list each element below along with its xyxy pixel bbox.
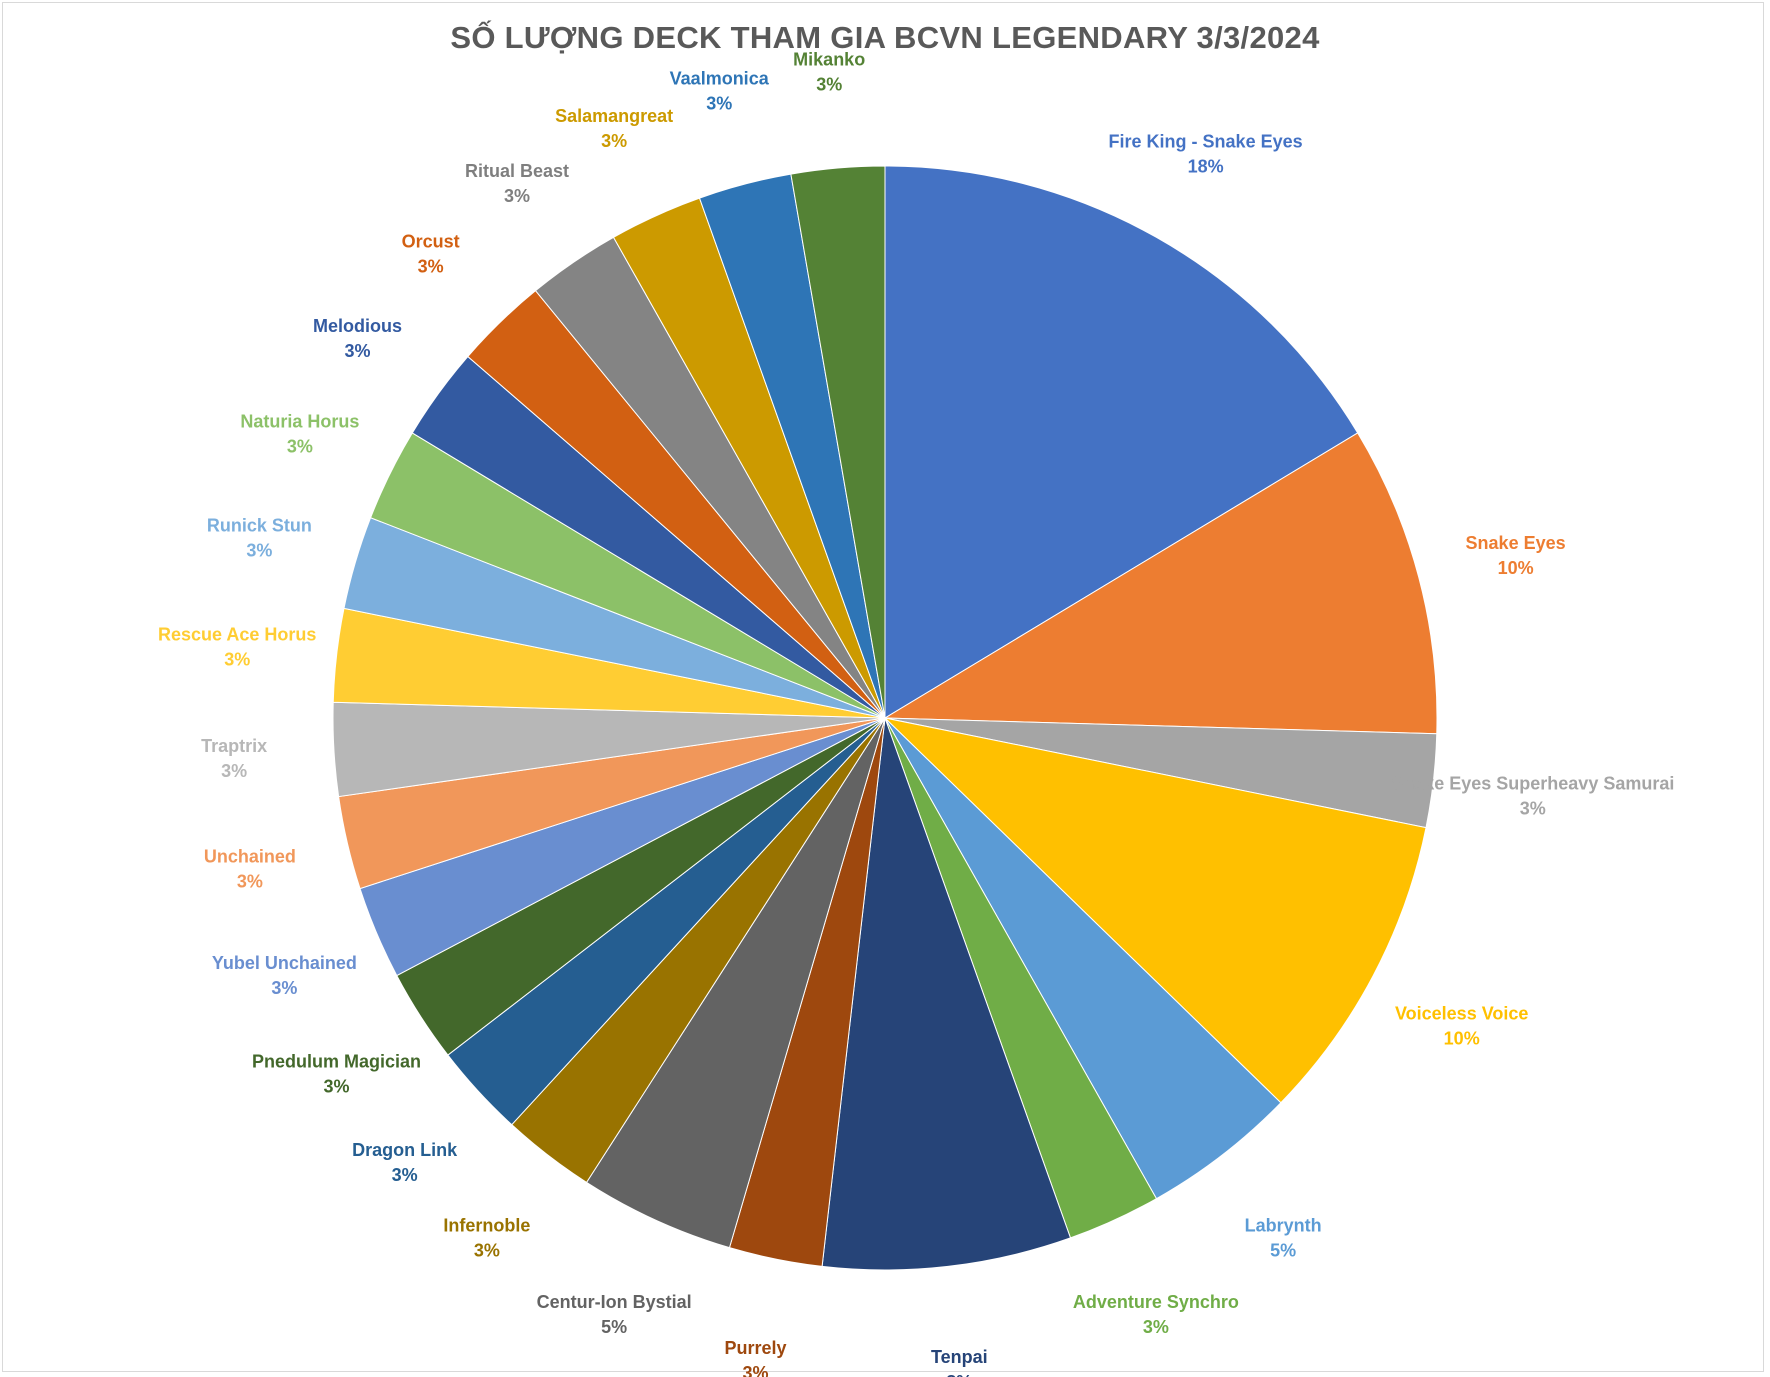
data-label-percent: 3%: [1143, 1317, 1169, 1337]
data-label-name: Adventure Synchro: [1073, 1292, 1239, 1312]
data-label-name: Vaalmonica: [670, 68, 770, 88]
data-label-name: Centur-Ion Bystial: [537, 1292, 692, 1312]
data-label-name: Snake Eyes: [1466, 533, 1566, 553]
data-label-percent: 3%: [323, 1077, 349, 1097]
pie-slice-fire-king-snake-eyes: [884, 165, 1359, 719]
data-label-unchained: Unchained 3%: [204, 847, 296, 892]
data-label-name: Melodious: [313, 316, 402, 336]
pie-slice-snake-eyes: [883, 432, 1438, 735]
data-label-name: Runick Stun: [207, 515, 312, 535]
data-label-percent: 3%: [504, 186, 530, 206]
data-label-name: Fire King - Snake Eyes: [1109, 131, 1303, 151]
data-label-name: Naturia Horus: [240, 411, 359, 431]
pie-slice-voiceless-voice: [883, 717, 1427, 1104]
data-label-percent: 3%: [287, 436, 313, 456]
data-label-name: Pnedulum Magician: [252, 1052, 421, 1072]
data-label-name: Purrely: [724, 1338, 786, 1358]
data-label-percent: 8%: [946, 1372, 972, 1377]
data-label-pnedulum-magician: Pnedulum Magician 3%: [252, 1052, 421, 1097]
data-label-percent: 3%: [706, 93, 732, 113]
data-label-voiceless-voice: Voiceless Voice 10%: [1395, 1003, 1528, 1048]
data-label-percent: 10%: [1444, 1028, 1480, 1048]
data-label-percent: 3%: [742, 1363, 768, 1377]
data-label-percent: 3%: [474, 1240, 500, 1260]
data-label-centur-ion-bystial: Centur-Ion Bystial 5%: [537, 1292, 692, 1337]
data-label-percent: 3%: [601, 131, 627, 151]
data-label-name: Traptrix: [201, 736, 267, 756]
data-label-orcust: Orcust 3%: [402, 231, 460, 276]
data-label-name: Rescue Ace Horus: [158, 625, 316, 645]
data-label-name: Ritual Beast: [465, 161, 569, 181]
data-label-name: Snake Eyes Superheavy Samurai: [1391, 773, 1674, 793]
data-label-melodious: Melodious 3%: [313, 316, 402, 361]
data-label-adventure-synchro: Adventure Synchro 3%: [1073, 1292, 1239, 1337]
pie-slice-tenpai: [821, 717, 1072, 1271]
data-label-percent: 3%: [271, 978, 297, 998]
data-label-ritual-beast: Ritual Beast 3%: [465, 161, 569, 206]
data-label-traptrix: Traptrix 3%: [201, 736, 267, 781]
data-label-salamangreat: Salamangreat 3%: [555, 106, 673, 151]
data-label-percent: 18%: [1188, 156, 1224, 176]
data-label-runick-stun: Runick Stun 3%: [207, 515, 312, 560]
data-label-name: Yubel Unchained: [212, 953, 357, 973]
data-label-yubel-unchained: Yubel Unchained 3%: [212, 953, 357, 998]
data-label-purrely: Purrely 3%: [724, 1338, 786, 1377]
data-label-percent: 3%: [1520, 798, 1546, 818]
data-label-percent: 3%: [221, 761, 247, 781]
data-label-percent: 3%: [224, 650, 250, 670]
data-label-name: Tenpai: [931, 1347, 988, 1367]
data-label-name: Salamangreat: [555, 106, 673, 126]
data-label-tenpai: Tenpai 8%: [931, 1347, 988, 1377]
data-label-name: Orcust: [402, 231, 460, 251]
data-label-name: Unchained: [204, 847, 296, 867]
data-label-percent: 3%: [344, 341, 370, 361]
data-label-percent: 3%: [237, 872, 263, 892]
data-label-name: Labrynth: [1245, 1215, 1322, 1235]
pie-slice-labrynth: [884, 717, 1282, 1200]
data-label-vaalmonica: Vaalmonica 3%: [670, 68, 770, 113]
data-label-percent: 3%: [392, 1165, 418, 1185]
data-label-name: Infernoble: [443, 1215, 530, 1235]
data-label-snake-eyes: Snake Eyes 10%: [1466, 533, 1566, 578]
data-label-fire-king-snake-eyes: Fire King - Snake Eyes 18%: [1109, 131, 1303, 176]
data-label-percent: 5%: [601, 1317, 627, 1337]
data-label-percent: 10%: [1498, 558, 1534, 578]
data-label-naturia-horus: Naturia Horus 3%: [240, 411, 359, 456]
data-label-percent: 5%: [1270, 1240, 1296, 1260]
data-label-mikanko: Mikanko 3%: [793, 49, 865, 94]
data-label-percent: 3%: [246, 540, 272, 560]
pie-slice-centur-ion-bystial: [585, 717, 886, 1249]
pie-slice-mikanko: [790, 165, 886, 719]
data-label-name: Mikanko: [793, 49, 865, 69]
data-label-dragon-link: Dragon Link 3%: [352, 1140, 458, 1185]
data-label-name: Dragon Link: [352, 1140, 458, 1160]
data-label-snake-eyes-superheavy-samurai: Snake Eyes Superheavy Samurai 3%: [1391, 773, 1674, 818]
data-label-percent: 3%: [418, 256, 444, 276]
data-label-percent: 3%: [816, 74, 842, 94]
chart-title: SỐ LƯỢNG DECK THAM GIA BCVN LEGENDARY 3/…: [450, 20, 1320, 55]
data-label-labrynth: Labrynth 5%: [1245, 1215, 1322, 1260]
data-label-infernoble: Infernoble 3%: [443, 1215, 530, 1260]
data-label-rescue-ace-horus: Rescue Ace Horus 3%: [158, 625, 316, 670]
data-label-name: Voiceless Voice: [1395, 1003, 1528, 1023]
